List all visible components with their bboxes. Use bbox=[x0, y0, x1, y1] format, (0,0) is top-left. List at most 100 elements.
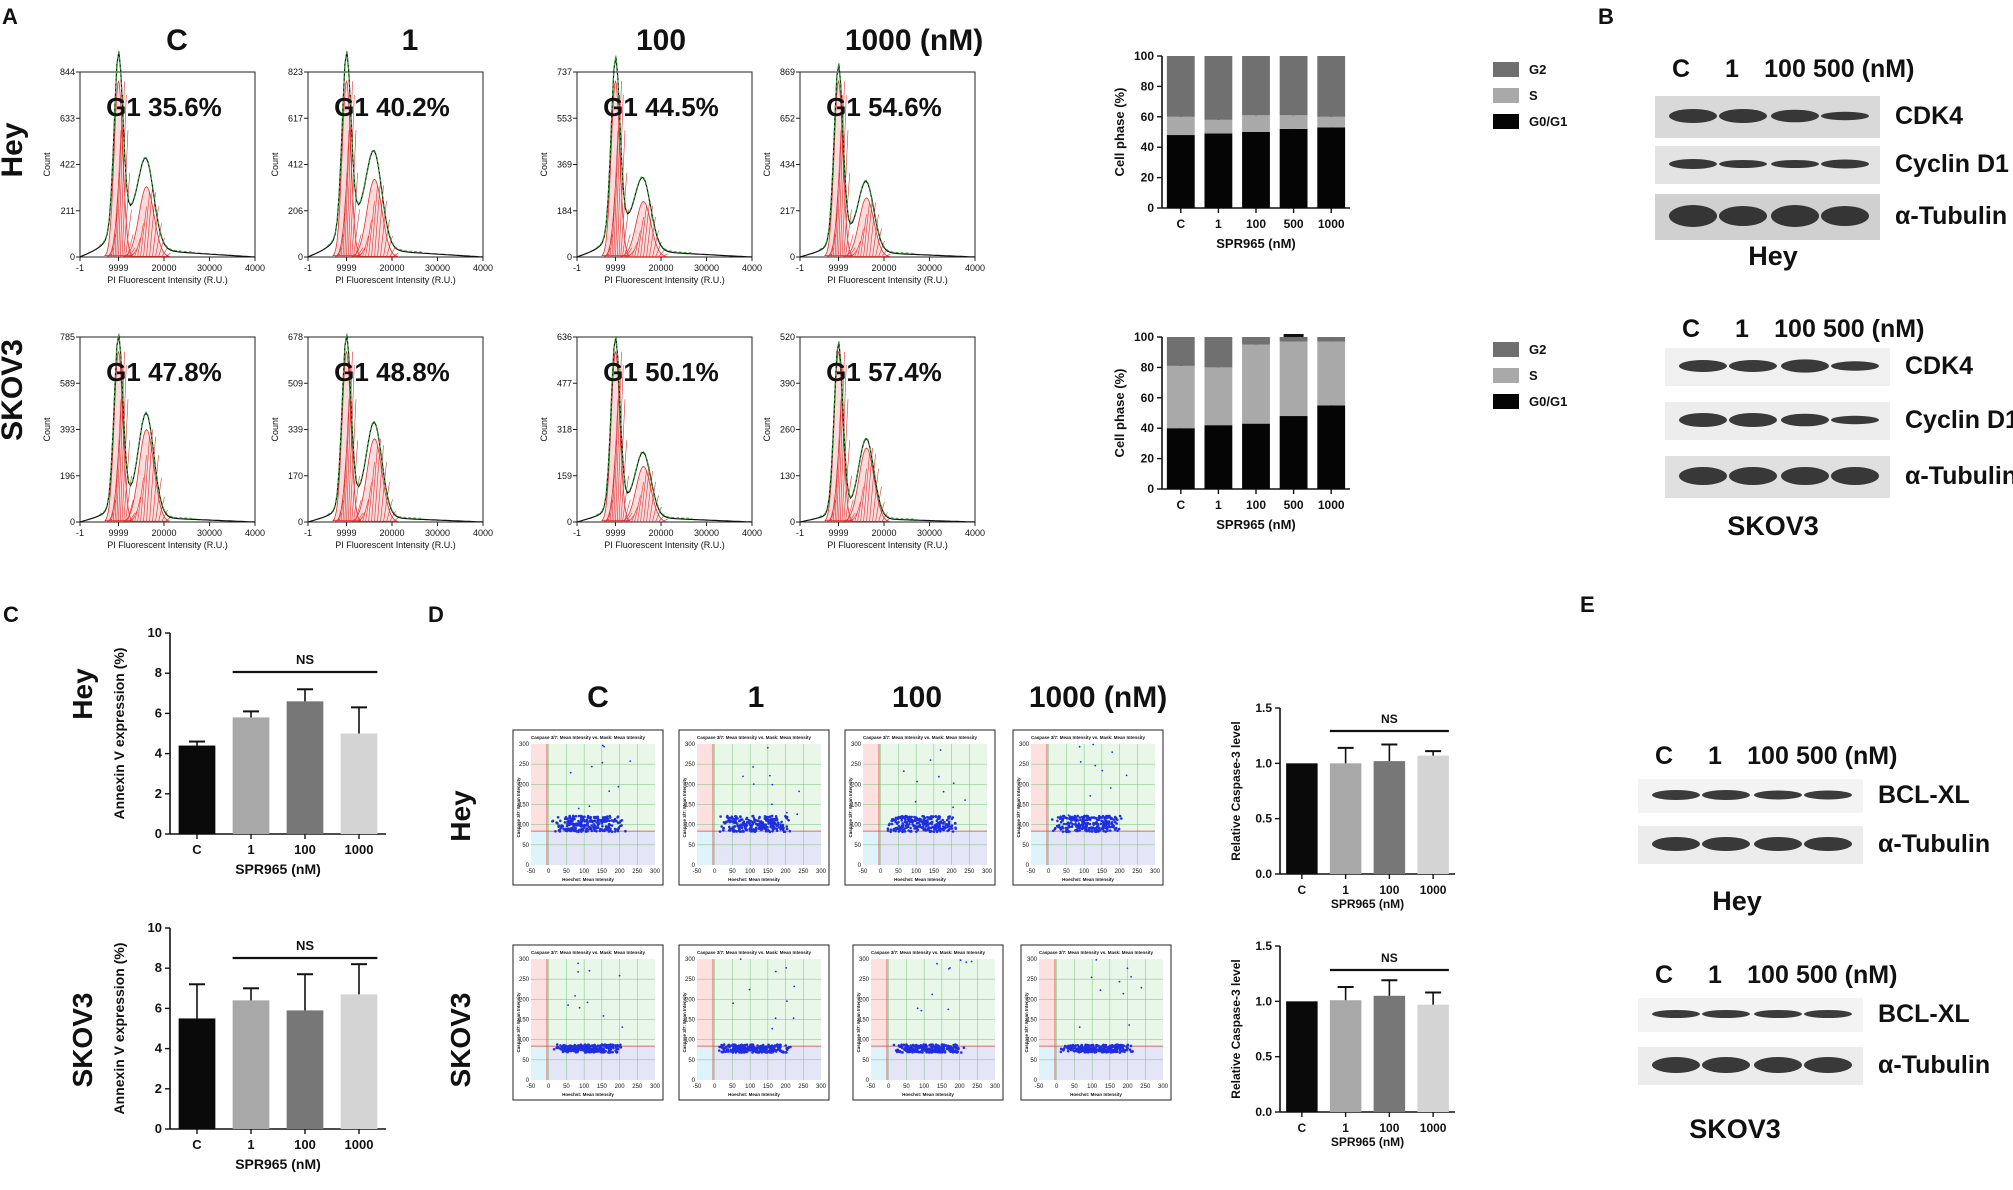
scatter-point bbox=[1071, 822, 1074, 826]
legend-swatch bbox=[1493, 342, 1519, 357]
bar-segment-s bbox=[1279, 115, 1308, 129]
scatter-y-tick: 50 bbox=[522, 843, 529, 849]
histogram-y-axis-label: Count bbox=[42, 152, 52, 177]
bar bbox=[1373, 761, 1406, 874]
x-tick-label: 100 bbox=[1246, 217, 1266, 231]
blot-band bbox=[1754, 1010, 1802, 1018]
y-tick-label: 100 bbox=[1134, 330, 1154, 344]
blot-band bbox=[1669, 159, 1717, 169]
fit-hatch bbox=[365, 482, 372, 523]
scatter-point bbox=[608, 1051, 611, 1054]
scatter-point bbox=[970, 960, 973, 963]
lane-label: 1 bbox=[1708, 742, 1722, 770]
row-label-skov3-d: SKOV3 bbox=[445, 993, 476, 1088]
scatter-point bbox=[551, 819, 555, 823]
scatter-point bbox=[1101, 769, 1104, 772]
scatter-point bbox=[770, 1051, 773, 1054]
scatter-point bbox=[560, 1048, 563, 1051]
lane-label: 1 bbox=[1735, 315, 1749, 343]
x-tick-label: C bbox=[1298, 1121, 1307, 1135]
scatter-point bbox=[1059, 820, 1063, 824]
histogram-x-tick-label: 4000 bbox=[245, 263, 265, 273]
fit-hatch bbox=[661, 518, 668, 523]
scatter-point bbox=[1094, 830, 1097, 833]
scatter-x-tick: 250 bbox=[632, 869, 643, 875]
scatter-title: Caspase 3/7: Mean Intensity vs. Mask: Me… bbox=[863, 735, 978, 740]
blot-band bbox=[1652, 790, 1700, 800]
scatter-point bbox=[1079, 824, 1083, 827]
blot-cell-line-label: Hey bbox=[1712, 886, 1762, 916]
scatter-x-tick: 250 bbox=[1140, 1084, 1151, 1090]
histogram-y-tick-label: 0 bbox=[567, 517, 572, 527]
scatter-point bbox=[602, 817, 605, 820]
scatter-point bbox=[1084, 829, 1087, 832]
scatter-point bbox=[612, 1046, 615, 1050]
histogram-x-tick-label: 20000 bbox=[871, 528, 896, 538]
blot-band bbox=[1729, 360, 1777, 372]
fit-hatch bbox=[836, 95, 844, 258]
scatter-title: Caspase 3/7: Mean Intensity vs. Mask: Me… bbox=[697, 735, 812, 740]
scatter-point bbox=[784, 816, 788, 819]
scatter-y-axis-label: Caspase 3/7: Mean Intensity bbox=[848, 777, 853, 838]
scatter-point bbox=[571, 826, 574, 830]
scatter-point bbox=[588, 969, 591, 972]
scatter-point bbox=[930, 830, 933, 833]
scatter-title: Caspase 3/7: Mean Intensity vs. Mask: Me… bbox=[871, 950, 986, 955]
scatter-point bbox=[1090, 826, 1093, 829]
scatter-point bbox=[903, 830, 907, 833]
scatter-point bbox=[1122, 1044, 1126, 1048]
scatter-x-tick: 50 bbox=[903, 1084, 910, 1090]
scatter-point bbox=[596, 1050, 599, 1053]
scatter-point bbox=[930, 1049, 934, 1052]
fit-hatch bbox=[140, 455, 147, 523]
scatter-point bbox=[731, 829, 735, 833]
fit-hatch bbox=[846, 234, 854, 258]
bar-chart-annexin-skov3: 0 2 4 6 8 10 Annexin V expression (%) SPR965 (n… bbox=[111, 920, 386, 1172]
gate-cyan bbox=[697, 831, 713, 865]
scatter-point bbox=[1078, 1051, 1081, 1054]
scatter-point bbox=[935, 819, 939, 823]
scatter-point bbox=[900, 824, 904, 828]
scatter-point bbox=[744, 828, 748, 832]
scatter-point bbox=[1070, 1047, 1074, 1050]
protein-label: α-Tubulin bbox=[1895, 202, 2007, 230]
scatter-point bbox=[1081, 822, 1085, 825]
fit-hatch bbox=[839, 95, 847, 258]
scatter-y-tick: 300 bbox=[859, 957, 870, 963]
scatter-point bbox=[721, 1046, 724, 1050]
y-axis-label: Annexin V expression (%) bbox=[111, 648, 127, 820]
scatter-point bbox=[925, 1051, 928, 1054]
scatter-point bbox=[757, 822, 761, 826]
scatter-point bbox=[1079, 826, 1082, 830]
scatter-point bbox=[752, 817, 756, 820]
fit-hatch bbox=[634, 230, 641, 258]
scatter-point bbox=[750, 1046, 754, 1049]
scatter-point bbox=[904, 1049, 908, 1052]
histogram-skov3: 520 390 260 130 0-1 9999 20000 30000 4000 PI Fluo… bbox=[762, 332, 985, 550]
scatter-point bbox=[603, 829, 606, 833]
y-tick-label: 1.5 bbox=[1255, 939, 1272, 953]
scatter-y-tick: 200 bbox=[685, 997, 696, 1003]
scatter-y-tick: 200 bbox=[519, 997, 530, 1003]
fit-hatch bbox=[834, 130, 842, 258]
histogram-hey: 823 617 412 206 0-1 9999 20000 30000 4000 PI Fluo… bbox=[270, 50, 493, 285]
x-axis-label: SPR965 (nM) bbox=[1216, 236, 1295, 251]
scatter-point bbox=[1061, 825, 1064, 828]
histogram-x-tick-label: 20000 bbox=[151, 263, 176, 273]
histogram-x-tick-label: 30000 bbox=[197, 528, 222, 538]
protein-label: BCL-XL bbox=[1878, 1000, 1970, 1028]
scatter-point bbox=[951, 830, 955, 833]
fit-hatch bbox=[831, 209, 838, 258]
scatter-point bbox=[784, 1051, 787, 1054]
scatter-point bbox=[1126, 1044, 1130, 1047]
legend-swatch bbox=[1493, 114, 1519, 129]
fit-hatch bbox=[131, 247, 138, 258]
scatter-point bbox=[936, 962, 938, 965]
scatter-point bbox=[1090, 816, 1094, 819]
scatter-point bbox=[583, 815, 586, 819]
scatter-point bbox=[744, 822, 747, 826]
x-axis-label: SPR965 (nM) bbox=[1216, 517, 1295, 532]
scatter-point bbox=[906, 820, 909, 824]
scatter-x-tick: 50 bbox=[729, 1084, 736, 1090]
scatter-point bbox=[751, 814, 754, 818]
